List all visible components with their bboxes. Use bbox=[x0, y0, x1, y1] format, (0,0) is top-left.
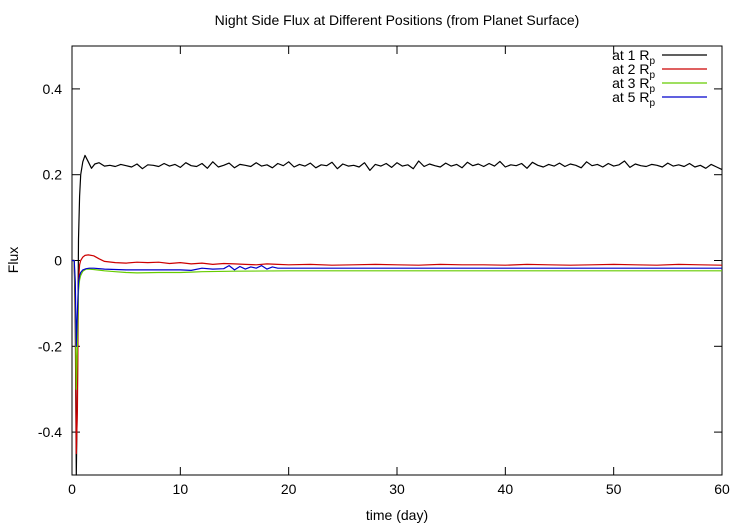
x-tick-label: 10 bbox=[173, 481, 189, 497]
x-tick-label: 20 bbox=[281, 481, 297, 497]
y-tick-label: 0.4 bbox=[43, 81, 63, 97]
y-tick-label: -0.4 bbox=[38, 424, 62, 440]
legend-label: at 1 Rp bbox=[612, 47, 655, 67]
x-axis-label: time (day) bbox=[366, 507, 428, 523]
x-tick-label: 0 bbox=[68, 481, 76, 497]
axes: 0 10 20 30 40 50 60 -0.4 -0.2 0 0.2 0.4 bbox=[38, 45, 730, 497]
series-line-at-3-rp bbox=[72, 259, 722, 390]
plot-area bbox=[72, 154, 723, 476]
legend-label: at 5 Rp bbox=[612, 89, 655, 109]
x-tick-label: 50 bbox=[606, 481, 622, 497]
legend-label: at 3 Rp bbox=[612, 75, 655, 95]
series-line-at-1-rp bbox=[72, 154, 723, 476]
x-tick-label: 60 bbox=[714, 481, 730, 497]
y-tick-label: 0.2 bbox=[43, 167, 63, 183]
series-line-at-5-rp bbox=[72, 259, 722, 347]
legend-label: at 2 Rp bbox=[612, 61, 655, 81]
y-tick-label: 0 bbox=[54, 253, 62, 269]
x-tick-label: 40 bbox=[498, 481, 514, 497]
y-tick-label: -0.2 bbox=[38, 338, 62, 354]
y-axis-label: Flux bbox=[5, 247, 21, 273]
x-tick-label: 30 bbox=[389, 481, 405, 497]
series-line-at-2-rp bbox=[72, 254, 723, 455]
chart-title: Night Side Flux at Different Positions (… bbox=[215, 12, 580, 28]
plot-frame bbox=[71, 45, 723, 476]
